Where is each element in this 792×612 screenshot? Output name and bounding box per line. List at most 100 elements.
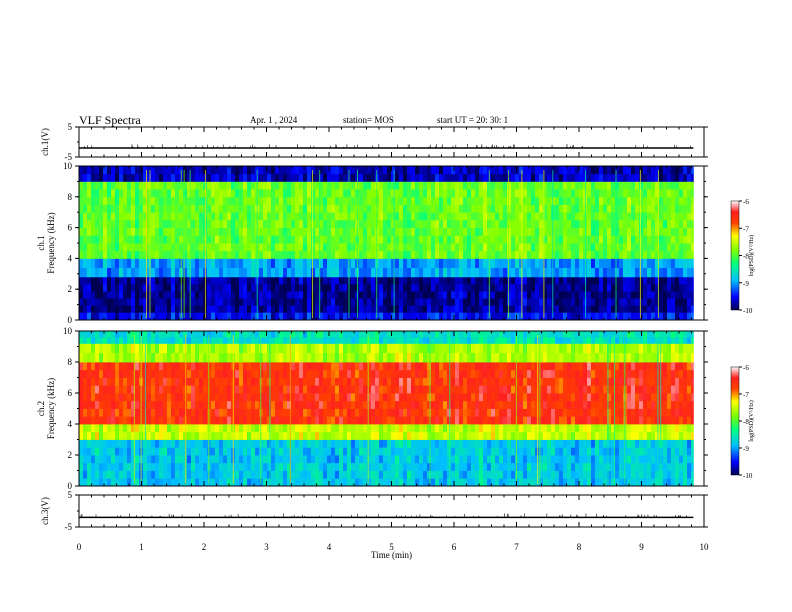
ch2-spectrogram-cell	[331, 377, 336, 386]
ch2-spectrogram-cell	[439, 439, 444, 448]
ch1-spectrogram-cell	[631, 298, 636, 306]
ch1-spectrogram-cell	[303, 258, 308, 269]
ch2-spectrogram-cell	[179, 400, 184, 409]
ch1-spectrogram-spike	[393, 170, 395, 318]
ch2-spectrogram-cell	[363, 377, 368, 386]
ch1-spectrogram-cell	[631, 276, 636, 285]
ch1-spectrogram-cell	[683, 227, 688, 236]
ch1-spectrogram-cell	[547, 204, 552, 213]
ch2-spectrogram-cell	[447, 439, 452, 448]
ch1-spectrogram-cell	[683, 181, 688, 190]
ch1-spectrogram-cell	[627, 298, 632, 306]
ch2-spectrogram-cell	[383, 455, 388, 464]
ch1-spectrogram-cell	[639, 250, 644, 259]
ch1-spectrogram-cell	[359, 267, 364, 278]
ch2-spectrogram-cell	[123, 343, 128, 354]
ch1-spectrogram-cell	[95, 305, 100, 313]
ch1-spectrogram-cell	[623, 235, 628, 244]
ch1-spectrogram-cell	[383, 243, 388, 252]
ch1-spectrogram-cell	[371, 173, 376, 182]
ch2-spectrogram-cell	[371, 416, 376, 425]
ch1-spectrogram-cell	[643, 250, 648, 259]
ch1-spectrogram-cell	[227, 212, 232, 221]
ch2-spectrogram-cell	[387, 478, 392, 487]
ch2-spectrogram-cell	[87, 470, 92, 479]
ch2-spectrogram-cell	[275, 431, 280, 440]
ch1-spectrogram-cell	[231, 219, 236, 228]
ch1-spectrogram-cell	[227, 267, 232, 278]
ch1-spectrogram-cell	[87, 276, 92, 285]
ch2-spectrogram-cell	[199, 377, 204, 386]
ch1-spectrogram-cell	[479, 283, 484, 292]
ch1-spectrogram-cell	[451, 166, 456, 175]
ch1-spectrogram-cell	[339, 173, 344, 182]
ch1-spectrogram-cell	[507, 305, 512, 313]
ch1-spectrogram-cell	[615, 189, 620, 198]
ch1-spectrogram-cell	[671, 276, 676, 285]
ch1-spectrogram-cell	[171, 196, 176, 205]
ch1-spectrogram-cell	[191, 258, 196, 269]
ch1-spectrogram-cell	[563, 219, 568, 228]
ch2-spectrogram-cell	[403, 400, 408, 409]
ch1-spectrogram-cell	[311, 235, 316, 244]
ch2-spectrogram-cell	[79, 393, 84, 402]
ch2-spectrogram-cell	[163, 393, 168, 402]
ch2-spectrogram-cell	[95, 377, 100, 386]
ch1-spectrogram-cell	[247, 258, 252, 269]
ch1-spectrogram-cell	[459, 298, 464, 306]
ch2-spectrogram-cell	[103, 377, 108, 386]
ch1-spectrogram-cell	[651, 212, 656, 221]
ch1-spectrogram-cell	[231, 312, 236, 321]
ch1-spectrogram-cell	[95, 227, 100, 236]
ch2-spectrogram-cell	[103, 343, 108, 354]
ch2-spectrogram-cell	[343, 337, 348, 344]
ch1-spectrogram-cell	[155, 258, 160, 269]
ch2-spectrogram-cell	[91, 352, 96, 363]
ch1-spectrogram-cell	[159, 181, 164, 190]
ch2-spectrogram-cell	[435, 352, 440, 363]
ch2-spectrogram-cell	[419, 455, 424, 464]
ch1-spectrogram-cell	[295, 181, 300, 190]
ch2-spectrogram-cell	[279, 455, 284, 464]
ch1-spectrogram-cell	[191, 276, 196, 285]
ch1-spectrogram-cell	[491, 258, 496, 269]
ch2-spectrogram-cell	[215, 408, 220, 417]
ch1-spectrogram-cell	[283, 173, 288, 182]
ch1-spectrogram-cell	[655, 258, 660, 269]
ch1-spectrogram-cell	[527, 298, 532, 306]
ch1-spectrogram-cell	[683, 196, 688, 205]
ch1-spectrogram-cell	[171, 212, 176, 221]
ch2-spectrogram-cell	[227, 416, 232, 425]
ch2-spectrogram-cell	[119, 424, 124, 433]
ch1-spectrogram-cell	[283, 189, 288, 198]
ch2-spectrogram-cell	[435, 385, 440, 394]
ch1-spectrogram-cell	[367, 312, 372, 321]
ch1-spectrogram-cell	[199, 258, 204, 269]
ch2-spectrogram-cell	[103, 393, 108, 402]
ch1-spectrogram-cell	[167, 219, 172, 228]
ch1-spectrogram-cell	[475, 243, 480, 252]
ch1-spectrogram-cell	[283, 312, 288, 321]
ch1-spectrogram-cell	[643, 212, 648, 221]
ch1-spectrogram-cell	[307, 267, 312, 278]
ch1-spectrogram-cell	[587, 196, 592, 205]
ch1-spectrogram-cell	[575, 196, 580, 205]
ch2-spectrogram-cell	[287, 431, 292, 440]
ch1-spectrogram-cell	[671, 181, 676, 190]
ch1-spectrogram-cell	[667, 212, 672, 221]
ch1-spectrogram-cell	[475, 227, 480, 236]
ch1-spectrogram-cell	[235, 181, 240, 190]
ch1-spectrogram-cell	[135, 166, 140, 175]
ch2-spectrogram-cell	[431, 385, 436, 394]
ch1-spectrogram-cell	[679, 243, 684, 252]
ch1-spectrogram-cell	[447, 276, 452, 285]
ch1-spectrogram-cell	[183, 166, 188, 175]
ch1-spectrogram-cell	[579, 283, 584, 292]
ch2-spectrogram-cell	[375, 408, 380, 417]
ch1-spectrogram-cell	[119, 267, 124, 278]
ch1-spectrogram-cell	[279, 173, 284, 182]
ch1-spectrogram-cell	[567, 243, 572, 252]
ch1-spectrogram-cell	[467, 305, 472, 313]
ch2-spectrogram-cell	[215, 447, 220, 456]
ch1-spectrogram-cell	[447, 219, 452, 228]
